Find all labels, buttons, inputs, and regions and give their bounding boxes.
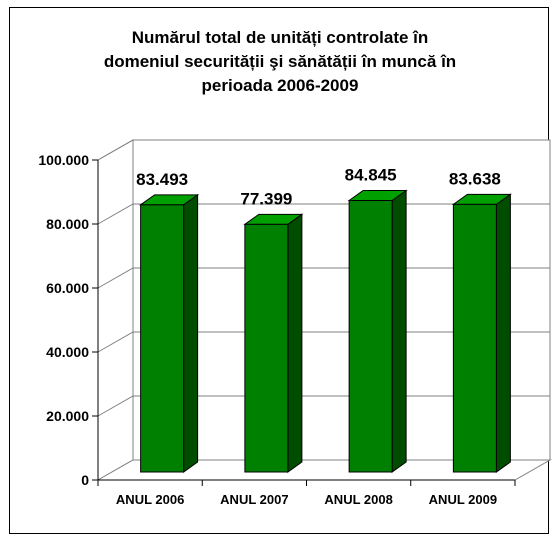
y-tick-label: 100.000 [38, 152, 89, 168]
gridline [97, 331, 550, 353]
bar [140, 204, 185, 473]
gridline [97, 267, 550, 289]
y-tick-label: 0 [81, 472, 89, 488]
gridlines [97, 139, 550, 417]
y-tick-label: 20.000 [46, 408, 89, 424]
bars [139, 189, 512, 473]
gridline [97, 203, 550, 225]
axes [92, 159, 516, 486]
x-tick-label: ANUL 2006 [116, 492, 184, 507]
gridline [97, 139, 550, 161]
bar [244, 223, 289, 473]
side-wall [97, 139, 134, 481]
plot-walls [96, 139, 552, 481]
x-tick-label: ANUL 2009 [429, 492, 497, 507]
bar-side [183, 193, 199, 473]
labels: 0 20.000 40.000 60.000 80.000 100.000 83.493 AN… [38, 152, 500, 507]
y-tick-label: 80.000 [46, 216, 89, 232]
bar-side [287, 213, 303, 473]
bar [452, 203, 497, 473]
chart-title: Numărul total de unități controlate în d… [103, 28, 457, 95]
y-tick-label: 60.000 [46, 280, 89, 296]
data-label: 83.493 [136, 170, 188, 189]
bar [348, 199, 393, 473]
y-tick-label: 40.000 [46, 344, 89, 360]
x-tick-label: ANUL 2008 [324, 492, 392, 507]
bar-side [391, 189, 407, 473]
bar-side [495, 193, 511, 473]
data-label: 83.638 [449, 169, 501, 188]
data-label: 84.845 [345, 165, 397, 184]
data-label: 77.399 [240, 189, 292, 208]
gridline [97, 395, 550, 417]
x-tick-label: ANUL 2007 [220, 492, 288, 507]
